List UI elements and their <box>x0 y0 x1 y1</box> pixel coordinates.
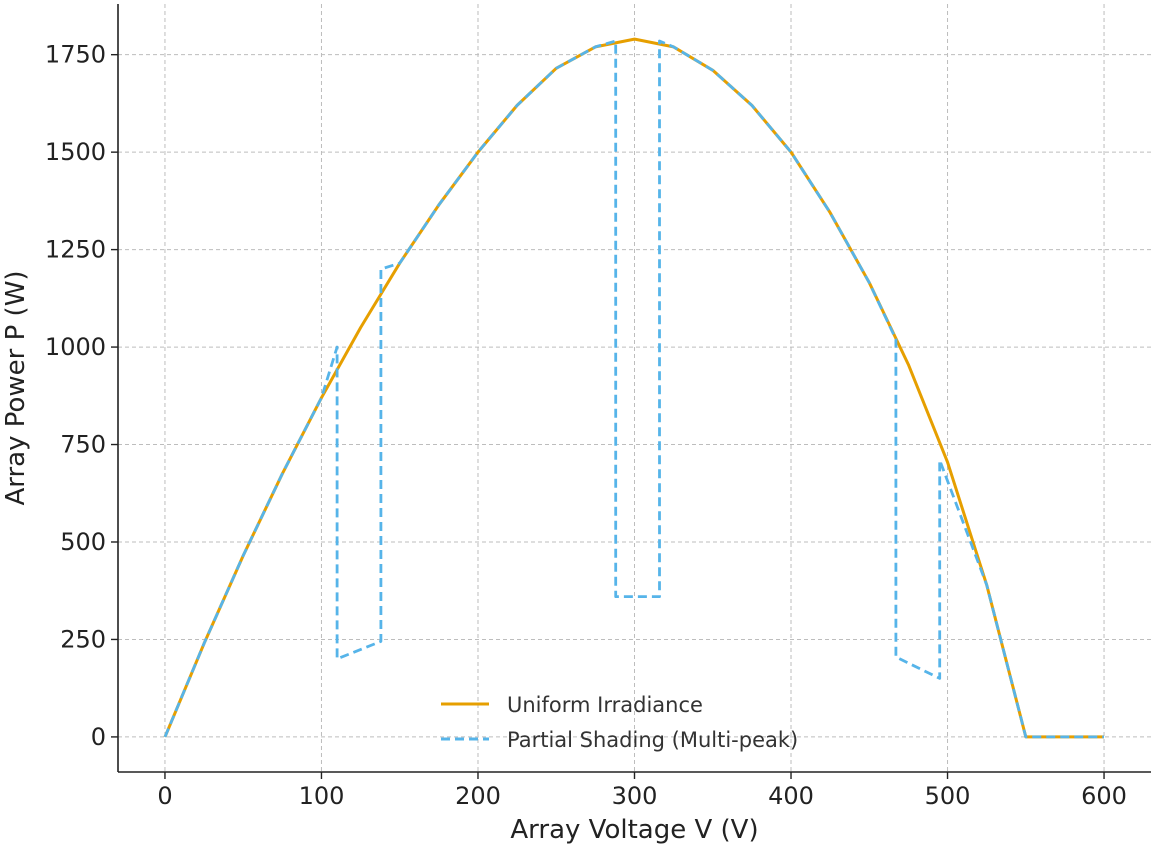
x-tick-label: 600 <box>1081 782 1127 810</box>
y-tick-label: 250 <box>60 625 106 653</box>
legend: Uniform Irradiance Partial Shading (Mult… <box>441 693 798 752</box>
x-tick-label: 400 <box>768 782 814 810</box>
x-tick-label: 300 <box>612 782 658 810</box>
x-axis-title: Array Voltage V (V) <box>510 815 758 845</box>
y-tick-label: 1750 <box>45 41 106 69</box>
y-tick-label: 1000 <box>45 333 106 361</box>
series-line-1 <box>163 39 1104 739</box>
y-tick-label: 0 <box>91 723 106 751</box>
legend-label-uniform-irradiance: Uniform Irradiance <box>507 693 703 717</box>
grid <box>118 4 1151 772</box>
series-line-0 <box>163 37 1104 739</box>
x-tick-label: 500 <box>925 782 971 810</box>
y-tick-label: 1500 <box>45 138 106 166</box>
ticks: 0 100 200 300 400 500 600 0 250 500 750 1000 1250 150… <box>45 41 1127 810</box>
legend-label-partial-shading: Partial Shading (Multi-peak) <box>507 728 798 752</box>
y-tick-label: 500 <box>60 528 106 556</box>
x-tick-label: 200 <box>455 782 501 810</box>
series-layer <box>163 37 1104 739</box>
y-tick-label: 750 <box>60 431 106 459</box>
y-axis-title: Array Power P (W) <box>1 270 31 505</box>
x-tick-label: 0 <box>157 782 172 810</box>
y-tick-label: 1250 <box>45 236 106 264</box>
x-tick-label: 100 <box>299 782 345 810</box>
